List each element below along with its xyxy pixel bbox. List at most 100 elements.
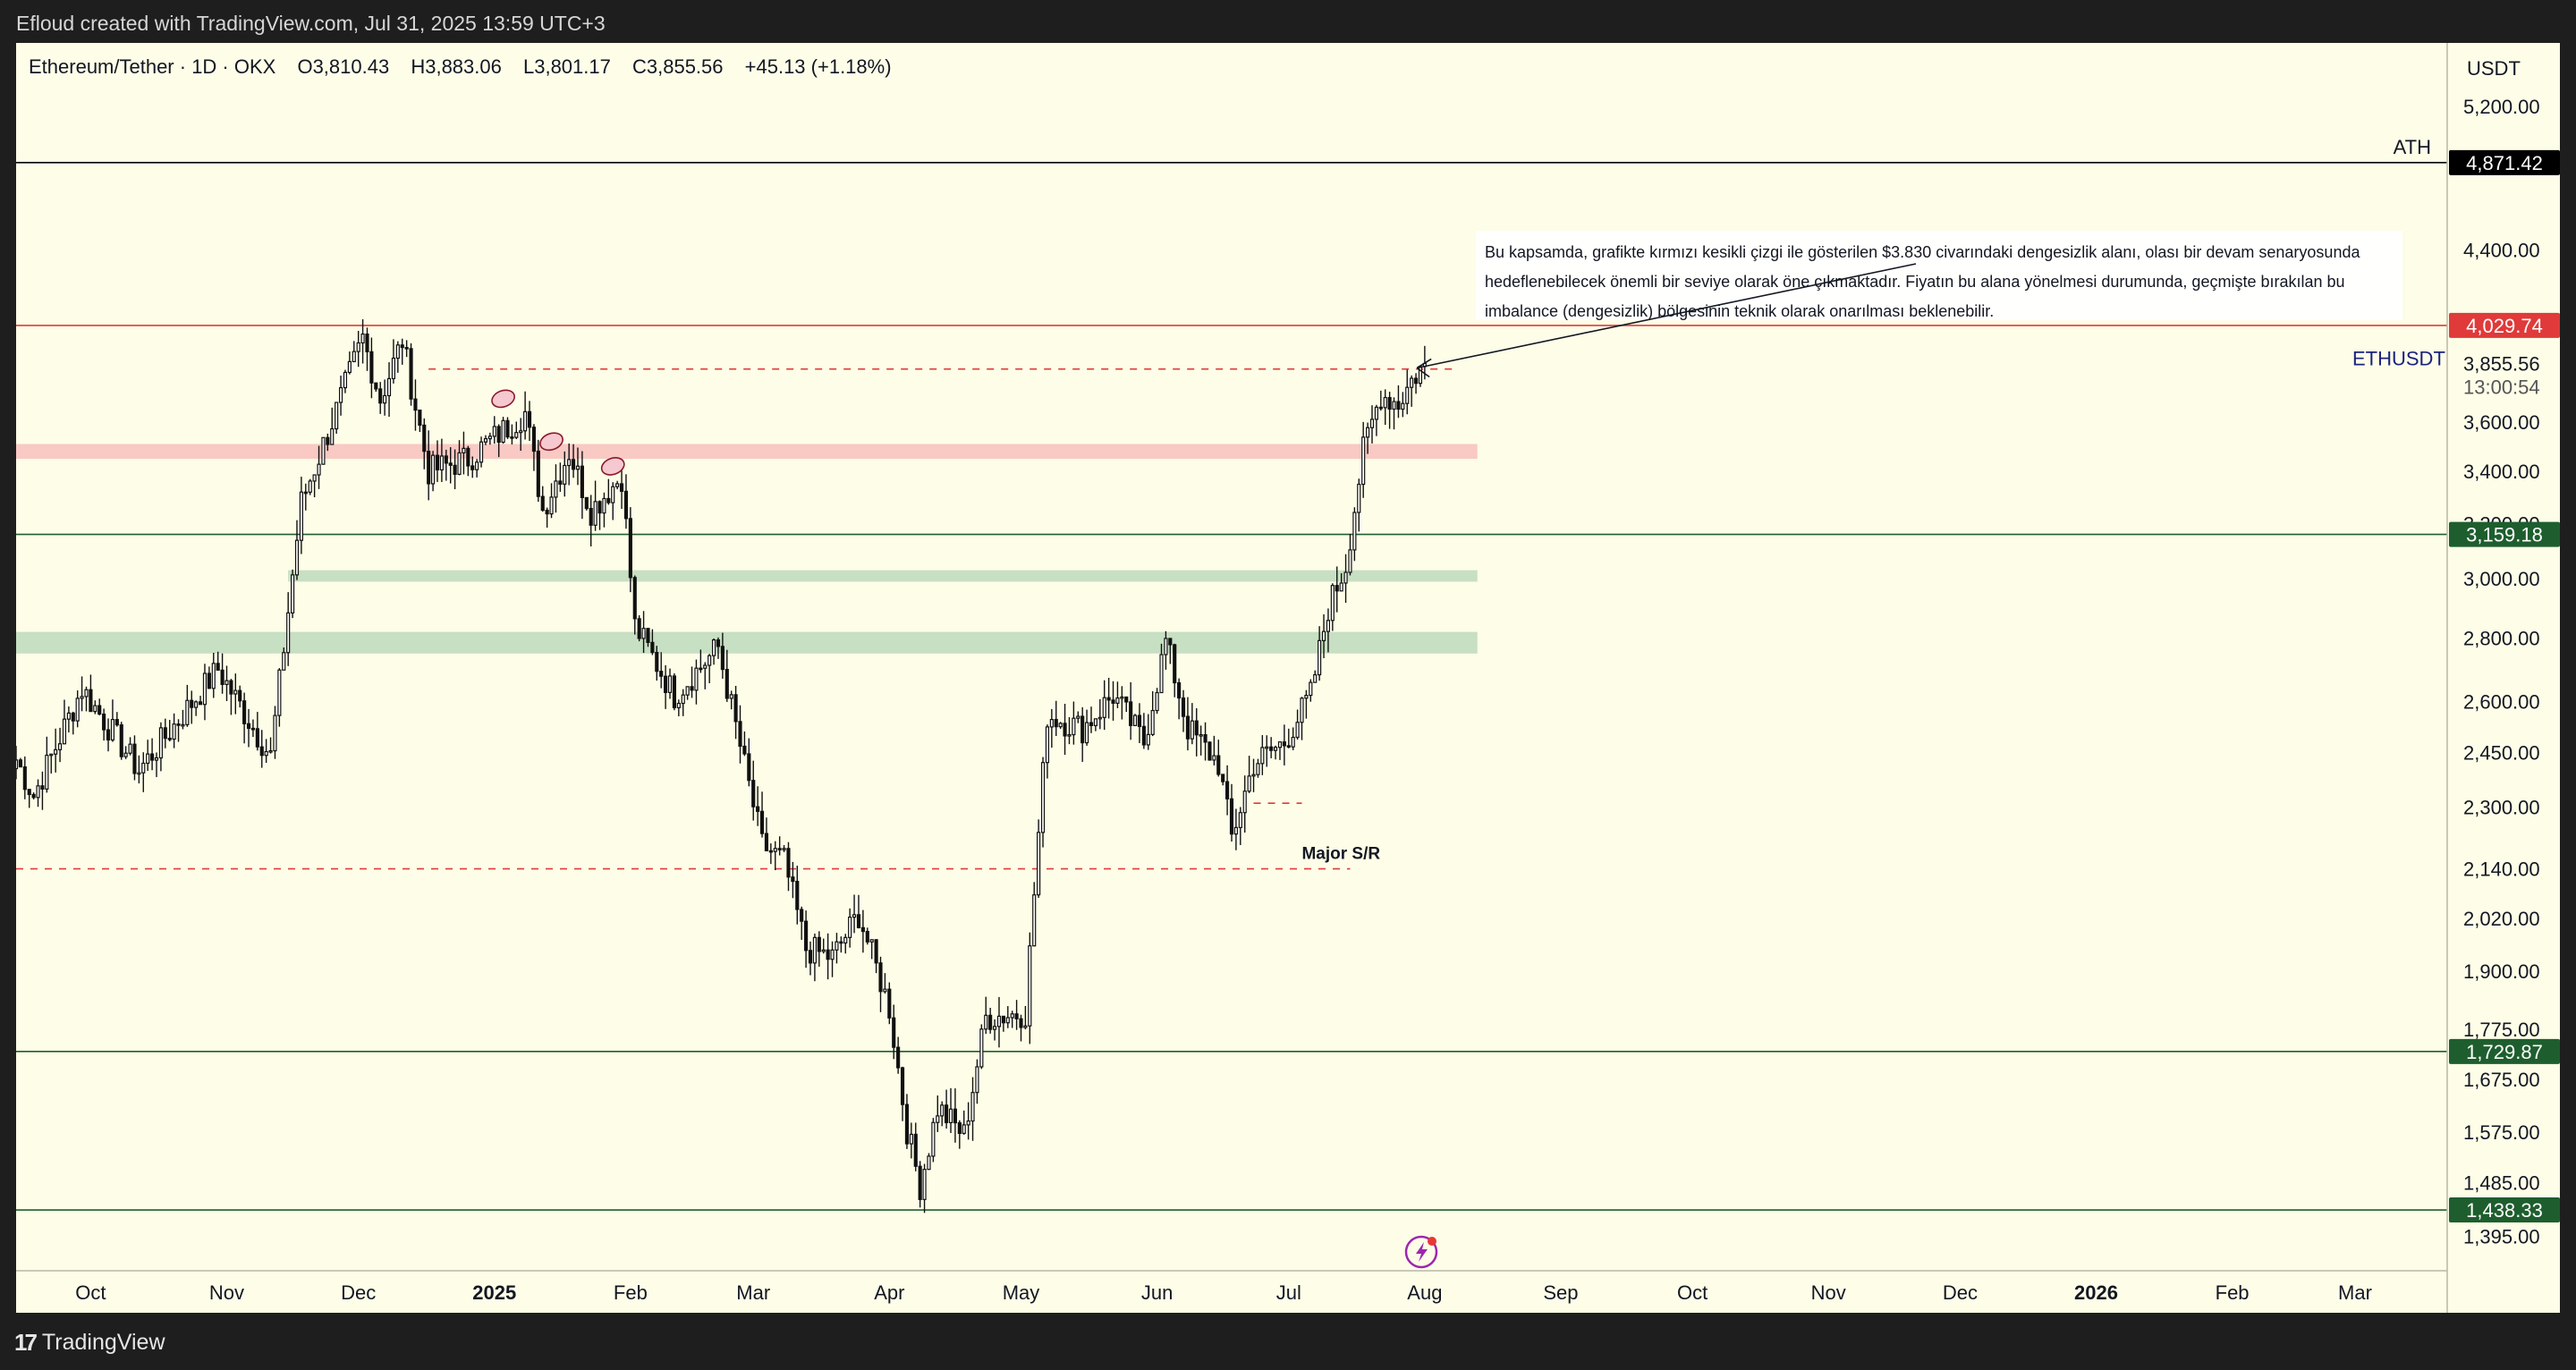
candle (1164, 630, 1168, 670)
candle-body-up (128, 743, 132, 754)
candle (681, 689, 685, 716)
candle (466, 445, 470, 477)
time-axis[interactable]: Oct Nov Dec 2025 Feb Mar Apr May Jun Jul Aug Sep Oct… (75, 1281, 2372, 1304)
candle (119, 722, 123, 760)
price-tick-label: 2,600.00 (2463, 691, 2540, 714)
candle-body-down (646, 628, 650, 643)
candle (356, 330, 360, 368)
candle-body-up (1132, 715, 1138, 726)
candle (786, 841, 791, 892)
candle (690, 666, 694, 698)
candle-body-down (672, 675, 676, 708)
candle-body-up (360, 333, 365, 344)
candle-body-down (378, 388, 383, 404)
symbol-label: ETHUSDT (2352, 347, 2445, 369)
candle (904, 1094, 910, 1149)
candle (27, 789, 31, 808)
candle (523, 391, 528, 440)
chart-frame[interactable]: Major S/R Bu kapsamda, grafikte kırmızı k… (16, 43, 2560, 1313)
candle-body-up (1190, 720, 1194, 740)
candle (479, 436, 484, 468)
candle-body-up (1093, 718, 1097, 727)
candle-body-down (896, 1046, 901, 1069)
candle-body-down (808, 950, 813, 964)
candle (913, 1122, 918, 1171)
candle-body-down (545, 509, 549, 515)
candle-body-up (554, 480, 558, 498)
candle (501, 417, 505, 444)
candle (1413, 373, 1419, 394)
candle (1093, 718, 1097, 732)
candle-body-down (756, 806, 760, 812)
candle (496, 424, 501, 458)
candle-body-up (821, 949, 826, 952)
candle-body-up (110, 718, 115, 741)
candle (554, 464, 558, 513)
price-tick-label: 1,675.00 (2463, 1069, 2540, 1091)
candle-body-down (163, 727, 167, 740)
candle-body-up (1032, 894, 1037, 947)
note-line: hedeflenebilecek önemli bir seviye olara… (1485, 273, 2345, 291)
candle (1282, 724, 1286, 765)
candle-body-up (1102, 697, 1106, 718)
candle (45, 736, 49, 793)
candle (369, 337, 374, 399)
candle-body-up (708, 655, 712, 666)
candle (242, 692, 247, 744)
candle-body-up (1392, 401, 1396, 410)
candle-body-down (531, 427, 536, 452)
candle-body-down (817, 936, 821, 952)
candle (1247, 756, 1251, 793)
candle-body-down (1181, 697, 1186, 717)
candle-body-up (1023, 1025, 1028, 1028)
candle (606, 478, 611, 505)
candle (75, 690, 80, 728)
candle-body-down (422, 424, 427, 452)
ohlc-high: H3,883.06 (411, 55, 502, 78)
events-icon[interactable] (1404, 1235, 1438, 1269)
candle-body-up (501, 419, 505, 444)
candle-body-down (1225, 781, 1230, 799)
candle-body-down (505, 419, 510, 438)
candle-body-up (712, 639, 716, 656)
candle-body-down (220, 669, 225, 686)
candle-body-down (791, 876, 795, 883)
candle-body-down (738, 721, 742, 748)
currency-label[interactable]: USDT (2467, 57, 2521, 80)
candle-body-down (527, 410, 532, 428)
price-chart[interactable]: Major S/R Bu kapsamda, grafikte kırmızı k… (16, 43, 2560, 1313)
candle-body-up (602, 497, 606, 514)
legend-line[interactable]: Ethereum/Tether · 1D · OKX O3,810.43 H3,… (29, 55, 892, 78)
candle-body-up (1199, 733, 1203, 737)
candle-body-down (1194, 720, 1199, 736)
candle (462, 431, 466, 475)
candle-body-up (347, 360, 352, 374)
candle (321, 436, 326, 465)
candle-body-down (628, 518, 632, 579)
candle-body-up (395, 344, 400, 359)
candle (1199, 725, 1203, 756)
candle (1085, 709, 1089, 746)
candle-body-up (141, 762, 146, 774)
candle (158, 722, 163, 772)
candle (860, 909, 865, 953)
candle-body-up (1265, 746, 1269, 749)
candle (738, 705, 742, 764)
candle-body-up (1410, 377, 1414, 388)
price-axis[interactable]: 5,200.004,400.003,600.003,400.003,200.00… (2463, 96, 2540, 1247)
candle-body-down (132, 743, 137, 774)
candle (1173, 643, 1177, 698)
time-tick-label: 2026 (2074, 1281, 2118, 1304)
candle (1203, 722, 1208, 761)
candle-body-up (1313, 673, 1318, 683)
candle (383, 379, 387, 416)
candle (277, 668, 282, 727)
tradingview-logo[interactable]: 17 TradingView (14, 1329, 165, 1356)
green-zone-2 (16, 631, 1478, 654)
candle (343, 369, 348, 393)
candle-body-up (1343, 571, 1348, 584)
candle-body-down (444, 455, 448, 464)
candle (106, 718, 111, 752)
candle-body-up (685, 686, 690, 696)
price-tick-label: 2,800.00 (2463, 627, 2540, 649)
